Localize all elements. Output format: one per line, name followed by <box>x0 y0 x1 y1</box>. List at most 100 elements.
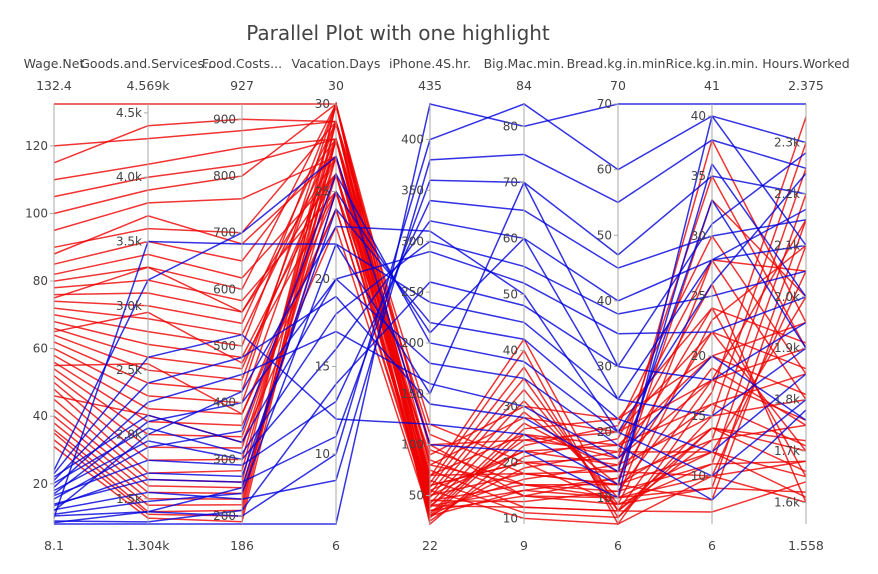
tick-label-0-2: 60 <box>33 342 48 356</box>
tick-label-1-0: 1.5k <box>116 492 142 506</box>
dimension-name-1: Goods.and.Services... <box>80 56 216 71</box>
range-max-label-8: 2.375 <box>788 78 824 93</box>
tick-label-8-2: 1.8k <box>774 393 800 407</box>
range-max-label-2: 927 <box>230 78 254 93</box>
tick-label-8-7: 2.3k <box>774 136 800 150</box>
range-min-label-6: 6 <box>614 538 622 553</box>
axis-8: Hours.Worked 2.375 1.558 1.6k 1.7k 1.8k 1.9k 2.… <box>762 56 849 553</box>
dimension-name-7: Rice.kg.in.min. <box>666 56 759 71</box>
tick-label-0-4: 100 <box>25 206 48 220</box>
tick-label-1-1: 2.0k <box>116 427 142 441</box>
tick-label-2-3: 500 <box>213 339 236 353</box>
range-max-label-7: 41 <box>704 78 720 93</box>
tick-label-8-4: 2.0k <box>774 290 800 304</box>
tick-label-2-6: 800 <box>213 169 236 183</box>
tick-label-0-0: 20 <box>33 477 48 491</box>
tick-label-6-2: 30 <box>597 360 612 374</box>
axis-2: Food.Costs... 927 186 200 300 400 500 600 700 800… <box>202 56 282 553</box>
axes-layer: Wage.Net 132.4 8.1 20 40 60 80 100 120 Goods.and.… <box>24 56 850 553</box>
tick-label-1-4: 3.5k <box>116 235 142 249</box>
tick-label-2-2: 400 <box>213 396 236 410</box>
tick-label-8-3: 1.9k <box>774 341 800 355</box>
tick-label-8-5: 2.1k <box>774 238 800 252</box>
range-max-label-5: 84 <box>516 78 532 93</box>
tick-label-6-3: 40 <box>597 294 612 308</box>
tick-label-5-2: 30 <box>503 399 518 413</box>
range-min-label-8: 1.558 <box>788 538 824 553</box>
tick-label-4-7: 400 <box>401 133 424 147</box>
tick-label-4-0: 50 <box>409 489 424 503</box>
tick-label-1-2: 2.5k <box>116 363 142 377</box>
tick-label-4-3: 200 <box>401 336 424 350</box>
range-min-label-5: 9 <box>520 538 528 553</box>
dimension-name-3: Vacation.Days <box>292 56 381 71</box>
range-min-label-4: 22 <box>422 538 438 553</box>
tick-label-1-5: 4.0k <box>116 170 142 184</box>
tick-label-5-6: 70 <box>503 175 518 189</box>
tick-label-8-0: 1.6k <box>774 495 800 509</box>
axis-5: Big.Mac.min. 84 910 20 30 40 50 60 70 80 <box>484 56 565 553</box>
tick-label-4-2: 150 <box>401 387 424 401</box>
tick-label-7-0: 10 <box>691 469 706 483</box>
range-max-label-3: 30 <box>328 78 344 93</box>
tick-label-2-0: 200 <box>213 509 236 523</box>
tick-label-5-1: 20 <box>503 455 518 469</box>
tick-label-5-3: 40 <box>503 343 518 357</box>
tick-label-7-5: 35 <box>691 169 706 183</box>
tick-label-2-5: 700 <box>213 226 236 240</box>
tick-label-6-6: 70 <box>597 97 612 111</box>
range-min-label-3: 6 <box>332 538 340 553</box>
range-min-label-0: 8.1 <box>44 538 64 553</box>
tick-label-4-5: 300 <box>401 234 424 248</box>
tick-label-6-0: 10 <box>597 491 612 505</box>
range-min-label-1: 1.304k <box>126 538 170 553</box>
range-max-label-1: 4.569k <box>126 78 170 93</box>
dimension-name-0: Wage.Net <box>24 56 85 71</box>
chart-title: Parallel Plot with one highlight <box>246 21 550 45</box>
range-min-label-7: 6 <box>708 538 716 553</box>
dimension-name-5: Big.Mac.min. <box>484 56 565 71</box>
tick-label-7-3: 25 <box>691 289 706 303</box>
tick-label-1-6: 4.5k <box>116 106 142 120</box>
tick-label-3-4: 30 <box>315 97 330 111</box>
range-min-label-2: 186 <box>230 538 254 553</box>
tick-label-6-1: 20 <box>597 425 612 439</box>
tick-label-6-5: 60 <box>597 163 612 177</box>
range-max-label-6: 70 <box>610 78 626 93</box>
range-max-label-0: 132.4 <box>36 78 72 93</box>
tick-label-2-7: 900 <box>213 112 236 126</box>
tick-label-1-3: 3.0k <box>116 299 142 313</box>
tick-label-4-1: 100 <box>401 438 424 452</box>
tick-label-8-6: 2.2k <box>774 187 800 201</box>
tick-label-4-6: 350 <box>401 183 424 197</box>
tick-label-5-5: 60 <box>503 231 518 245</box>
axis-0: Wage.Net 132.4 8.1 20 40 60 80 100 120 <box>24 56 85 553</box>
axis-1: Goods.and.Services... 4.569k 1.304k 1.5k 2.0… <box>80 56 216 553</box>
tick-label-5-0: 10 <box>503 511 518 525</box>
tick-label-5-7: 80 <box>503 119 518 133</box>
tick-label-7-6: 40 <box>691 109 706 123</box>
tick-label-8-1: 1.7k <box>774 444 800 458</box>
tick-label-4-4: 250 <box>401 285 424 299</box>
tick-label-7-2: 20 <box>691 349 706 363</box>
tick-label-6-4: 50 <box>597 228 612 242</box>
tick-label-3-3: 25 <box>315 185 330 199</box>
tick-label-0-3: 80 <box>33 274 48 288</box>
tick-label-3-1: 15 <box>315 360 330 374</box>
axis-3: Vacation.Days 30 6 10 15 20 25 30 <box>292 56 381 553</box>
tick-label-2-4: 600 <box>213 282 236 296</box>
range-max-label-4: 435 <box>418 78 442 93</box>
axis-6: Bread.kg.in.min. 70 6 10 20 30 40 50 60 70 <box>567 56 670 553</box>
tick-label-0-1: 40 <box>33 409 48 423</box>
tick-label-0-5: 120 <box>25 139 48 153</box>
tick-label-3-2: 20 <box>315 272 330 286</box>
axis-7: Rice.kg.in.min. 41 6 10 15 20 25 30 35 40 <box>666 56 759 553</box>
dimension-name-8: Hours.Worked <box>762 56 849 71</box>
tick-label-7-4: 30 <box>691 229 706 243</box>
dimension-name-2: Food.Costs... <box>202 56 282 71</box>
tick-label-2-1: 300 <box>213 452 236 466</box>
dimension-name-4: iPhone.4S.hr. <box>389 56 471 71</box>
tick-label-5-4: 50 <box>503 287 518 301</box>
tick-label-7-1: 15 <box>691 409 706 423</box>
